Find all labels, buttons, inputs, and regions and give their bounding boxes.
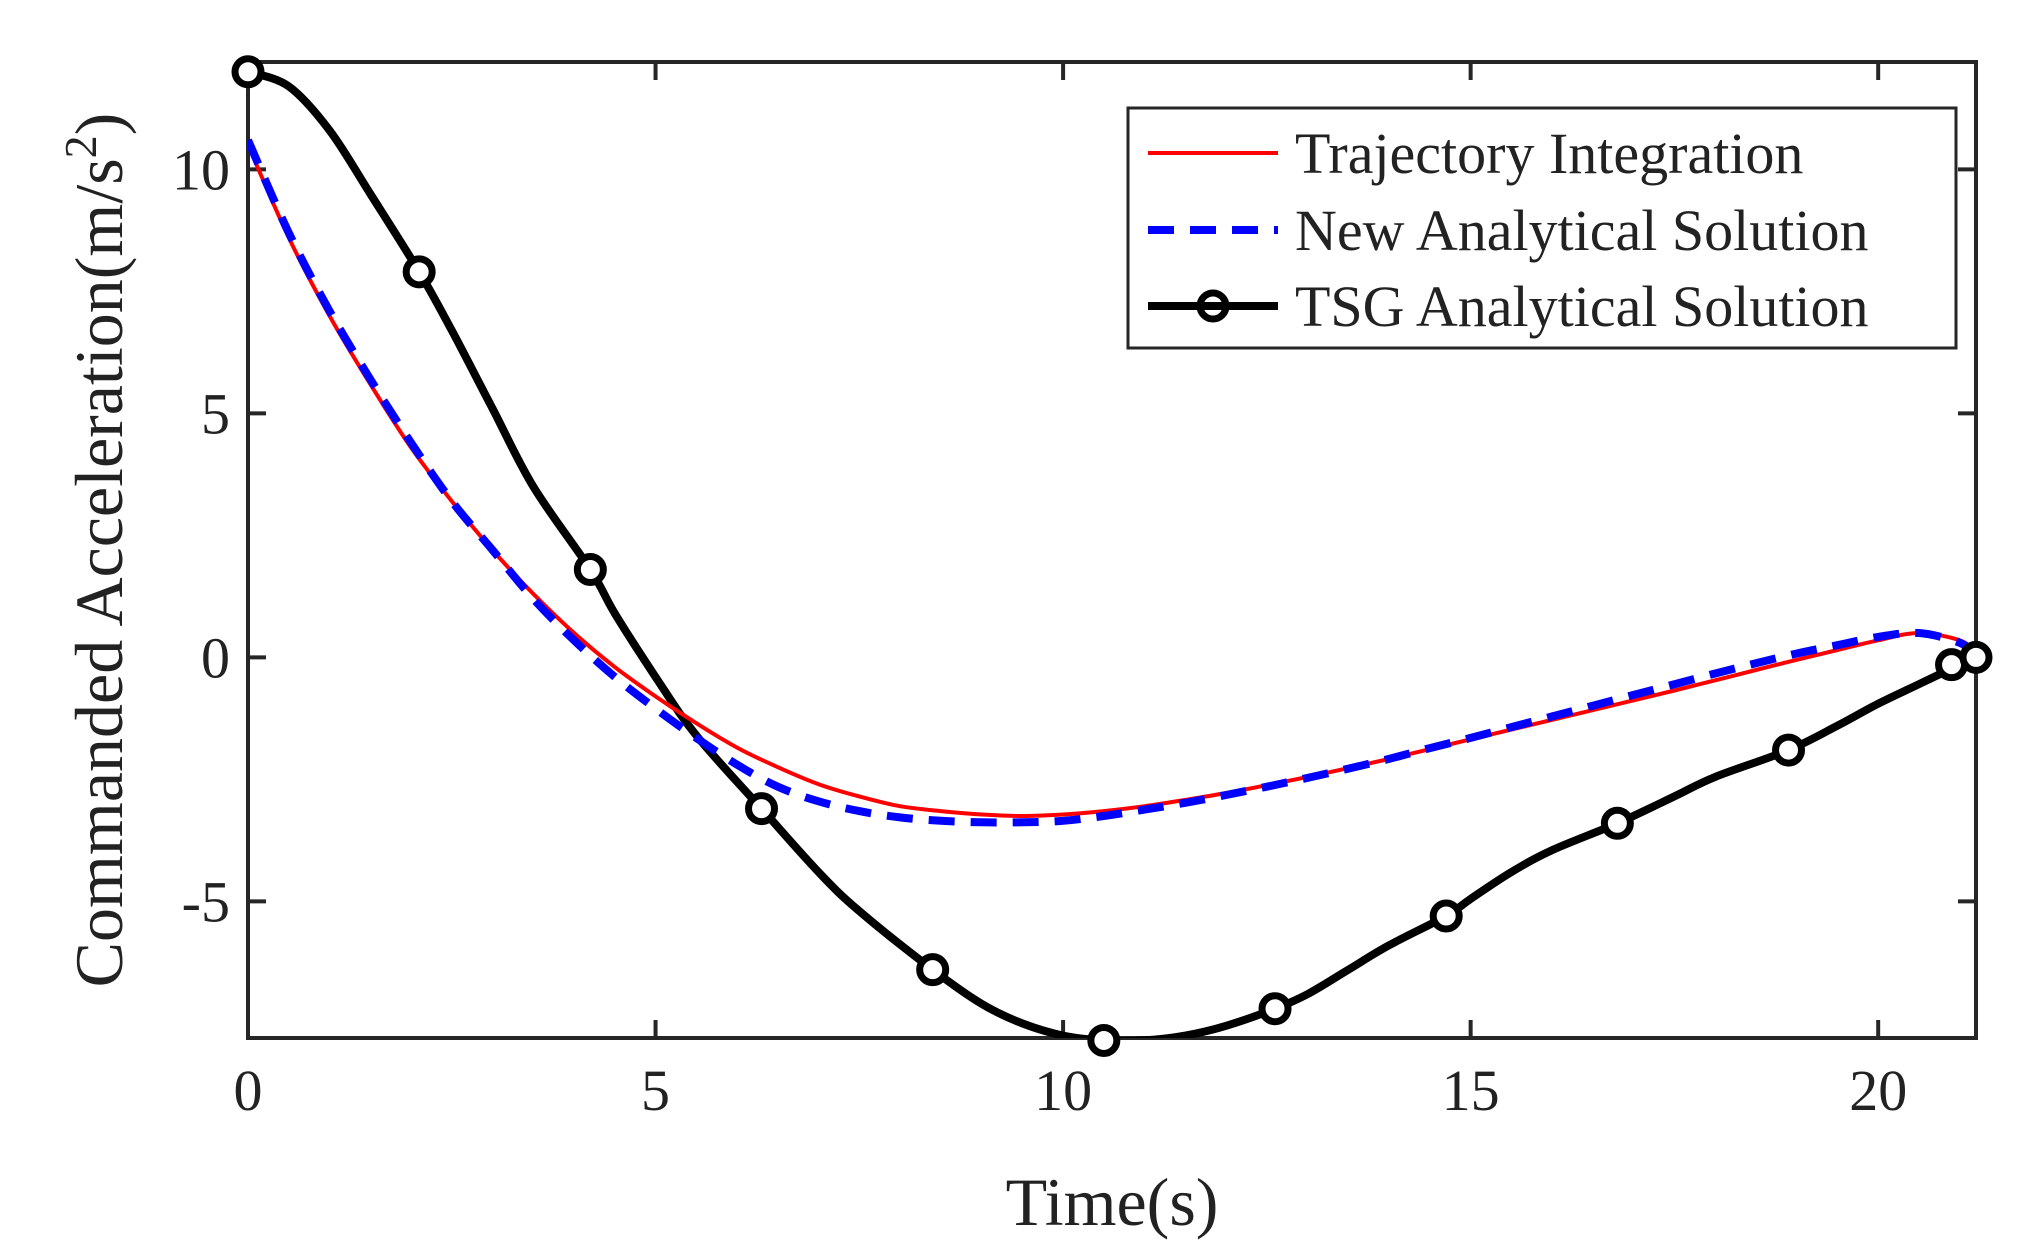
legend-label-new-analytical-solution: New Analytical Solution (1295, 198, 1869, 263)
tsg-marker (1600, 806, 1634, 840)
x-tick-label: 0 (234, 1058, 263, 1123)
tsg-marker (573, 553, 607, 587)
x-tick-label: 5 (641, 1058, 670, 1123)
tsg-marker (1087, 1023, 1121, 1057)
y-axis-title-sup: 2 (55, 135, 106, 158)
y-tick-label: 5 (201, 381, 230, 446)
y-tick-label: 10 (172, 137, 230, 202)
tsg-marker (1959, 640, 1993, 674)
y-axis-title-close: ) (61, 113, 137, 136)
x-tick-label: 10 (1034, 1058, 1092, 1123)
marker-layer (231, 55, 1993, 1057)
legend: Trajectory Integration New Analytical So… (1126, 106, 1958, 350)
legend-label-tsg-analytical-solution: TSG Analytical Solution (1295, 274, 1869, 339)
legend-marker-tsg-analytical-solution (1196, 289, 1230, 323)
x-axis-title: Time(s) (1006, 1164, 1219, 1240)
y-tick-label: 0 (201, 625, 230, 690)
x-tick-label: 15 (1442, 1058, 1500, 1123)
tsg-marker (745, 792, 779, 826)
tsg-marker (1429, 899, 1463, 933)
tsg-marker (1258, 992, 1292, 1026)
tsg-marker (231, 55, 265, 89)
ticks: 0 5 10 15 20 -5 0 5 10 (172, 62, 1976, 1123)
series-layer (248, 67, 1976, 1038)
y-axis-title-main: Commanded Acceleration(m/s (61, 158, 137, 987)
legend-label-trajectory-integration: Trajectory Integration (1295, 121, 1803, 186)
tsg-marker (1772, 733, 1806, 767)
y-axis-title: Commanded Acceleration(m/s2) (55, 113, 137, 988)
y-tick-label: -5 (182, 869, 230, 934)
tsg-marker (402, 255, 436, 289)
series-line-new-analytical-solution (248, 138, 1976, 827)
series-line-tsg-analytical-solution (248, 67, 1976, 1038)
tsg-marker (916, 953, 950, 987)
x-tick-label: 20 (1849, 1058, 1907, 1123)
